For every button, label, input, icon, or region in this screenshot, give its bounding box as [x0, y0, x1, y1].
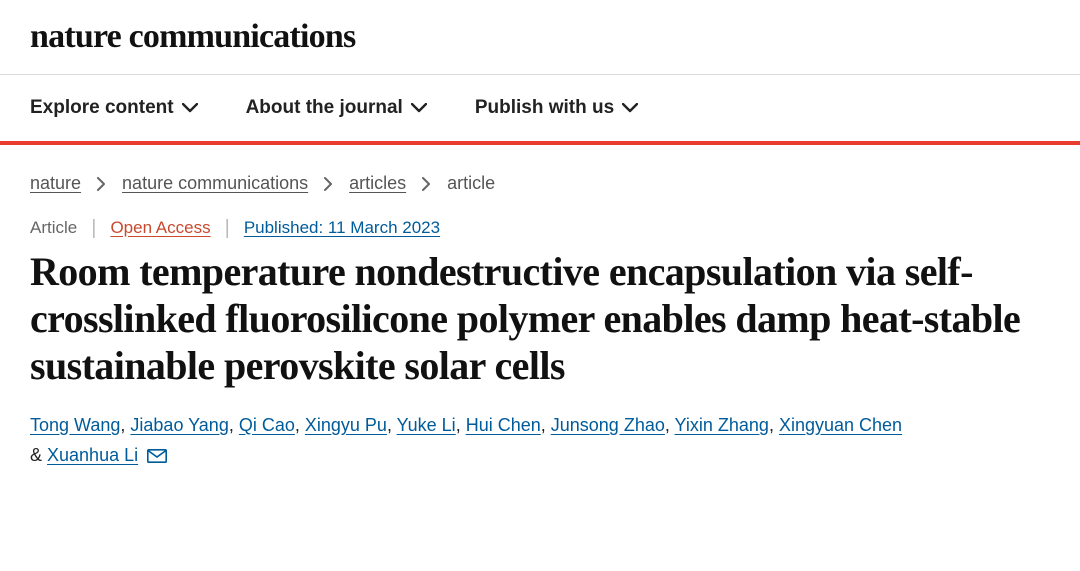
breadcrumb-current: article: [447, 173, 495, 194]
meta-separator: |: [91, 218, 96, 238]
chevron-right-icon: [97, 177, 106, 191]
chevron-down-icon: [182, 103, 198, 113]
nav-publish-with-us[interactable]: Publish with us: [475, 97, 638, 119]
journal-logo[interactable]: nature communications: [30, 18, 1050, 56]
article-meta: Article | Open Access | Published: 11 Ma…: [30, 218, 1050, 238]
author-sep: ,: [120, 415, 130, 435]
breadcrumb-link-articles[interactable]: articles: [349, 173, 406, 194]
author-link[interactable]: Qi Cao: [239, 415, 295, 435]
author-link[interactable]: Yuke Li: [397, 415, 456, 435]
primary-nav: Explore content About the journal Publis…: [30, 75, 1050, 141]
author-link[interactable]: Jiabao Yang: [130, 415, 228, 435]
article-title: Room temperature nondestructive encapsul…: [30, 248, 1040, 390]
author-link-corresponding[interactable]: Xuanhua Li: [47, 445, 138, 465]
author-sep: ,: [229, 415, 239, 435]
nav-about-journal[interactable]: About the journal: [246, 97, 427, 119]
author-link[interactable]: Hui Chen: [466, 415, 541, 435]
nav-explore-content[interactable]: Explore content: [30, 97, 198, 119]
breadcrumb-link-journal[interactable]: nature communications: [122, 173, 308, 194]
author-link[interactable]: Xingyuan Chen: [779, 415, 902, 435]
author-list: Tong Wang, Jiabao Yang, Qi Cao, Xingyu P…: [30, 410, 1040, 471]
author-link[interactable]: Tong Wang: [30, 415, 120, 435]
chevron-down-icon: [622, 103, 638, 113]
author-sep: ,: [665, 415, 675, 435]
author-link[interactable]: Yixin Zhang: [675, 415, 769, 435]
chevron-right-icon: [422, 177, 431, 191]
author-sep: ,: [769, 415, 779, 435]
open-access-link[interactable]: Open Access: [110, 218, 210, 238]
author-sep: ,: [295, 415, 305, 435]
chevron-down-icon: [411, 103, 427, 113]
meta-separator: |: [225, 218, 230, 238]
chevron-right-icon: [324, 177, 333, 191]
author-link[interactable]: Xingyu Pu: [305, 415, 387, 435]
breadcrumb-link-nature[interactable]: nature: [30, 173, 81, 194]
author-link[interactable]: Junsong Zhao: [551, 415, 665, 435]
mail-icon[interactable]: [147, 449, 167, 463]
author-sep: ,: [456, 415, 466, 435]
nav-label: Publish with us: [475, 97, 614, 119]
nav-label: About the journal: [246, 97, 403, 119]
author-ampersand: &: [30, 445, 47, 465]
author-sep: ,: [541, 415, 551, 435]
breadcrumb: nature nature communications articles ar…: [30, 145, 1050, 218]
published-date: Published: 11 March 2023: [244, 218, 440, 238]
nav-label: Explore content: [30, 97, 174, 119]
author-sep: ,: [387, 415, 397, 435]
article-type: Article: [30, 218, 77, 238]
